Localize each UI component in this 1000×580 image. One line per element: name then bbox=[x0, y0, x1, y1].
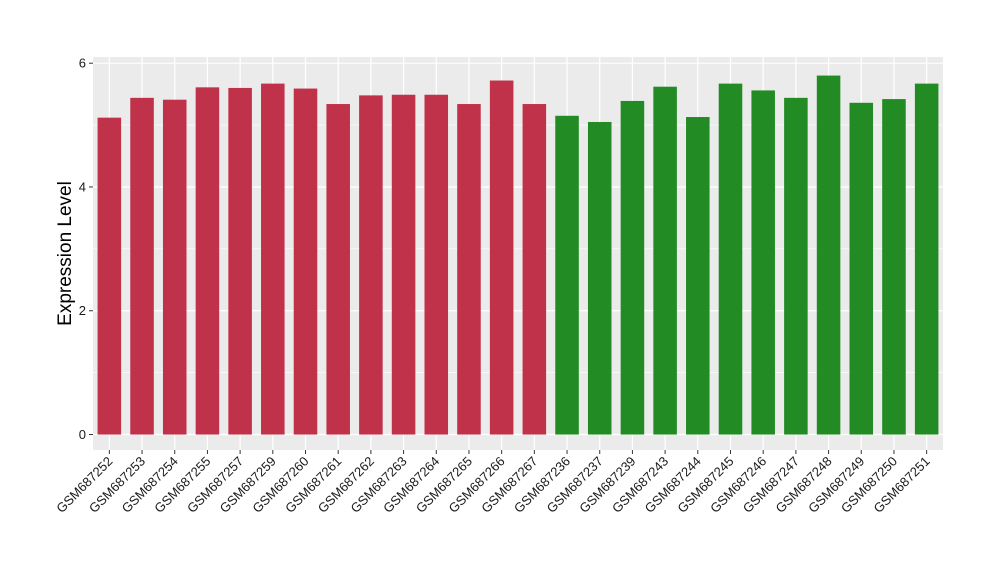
bar-GSM687262 bbox=[359, 95, 383, 435]
bar-GSM687263 bbox=[391, 94, 416, 435]
bar-GSM687265 bbox=[457, 104, 481, 435]
bar-GSM687249 bbox=[849, 102, 874, 435]
bar-GSM687237 bbox=[587, 121, 612, 435]
bar-GSM687254 bbox=[162, 99, 187, 435]
bar-GSM687267 bbox=[522, 104, 547, 435]
bar-GSM687266 bbox=[489, 80, 514, 435]
y-axis-title: Expression Level bbox=[55, 181, 76, 326]
y-tick-label: 2 bbox=[79, 303, 86, 318]
bar-GSM687244 bbox=[686, 117, 710, 435]
y-tick-label: 4 bbox=[79, 179, 86, 194]
y-tick-label: 0 bbox=[79, 427, 86, 442]
bar-GSM687255 bbox=[195, 87, 220, 435]
bar-GSM687236 bbox=[555, 115, 579, 435]
bar-GSM687243 bbox=[653, 86, 677, 435]
bar-GSM687252 bbox=[97, 117, 122, 435]
bar-GSM687257 bbox=[228, 87, 252, 435]
x-axis: GSM687252GSM687253GSM687254GSM687255GSM6… bbox=[53, 450, 933, 516]
bar-GSM687259 bbox=[261, 83, 285, 435]
bar-GSM687253 bbox=[130, 97, 154, 435]
bar-GSM687246 bbox=[751, 90, 775, 435]
plot-background bbox=[93, 57, 943, 450]
bar-GSM687251 bbox=[914, 83, 939, 435]
bar-GSM687250 bbox=[882, 99, 906, 435]
y-axis: 0 2 4 6 bbox=[79, 56, 93, 442]
bar-GSM687239 bbox=[620, 100, 645, 435]
bar-GSM687261 bbox=[326, 104, 350, 435]
bar-GSM687245 bbox=[718, 83, 743, 435]
bars bbox=[97, 75, 939, 435]
bar-GSM687248 bbox=[816, 75, 841, 435]
bar-GSM687260 bbox=[293, 88, 318, 435]
bar-GSM687264 bbox=[424, 94, 449, 435]
y-tick-label: 6 bbox=[79, 56, 86, 71]
bar-GSM687247 bbox=[784, 97, 808, 435]
